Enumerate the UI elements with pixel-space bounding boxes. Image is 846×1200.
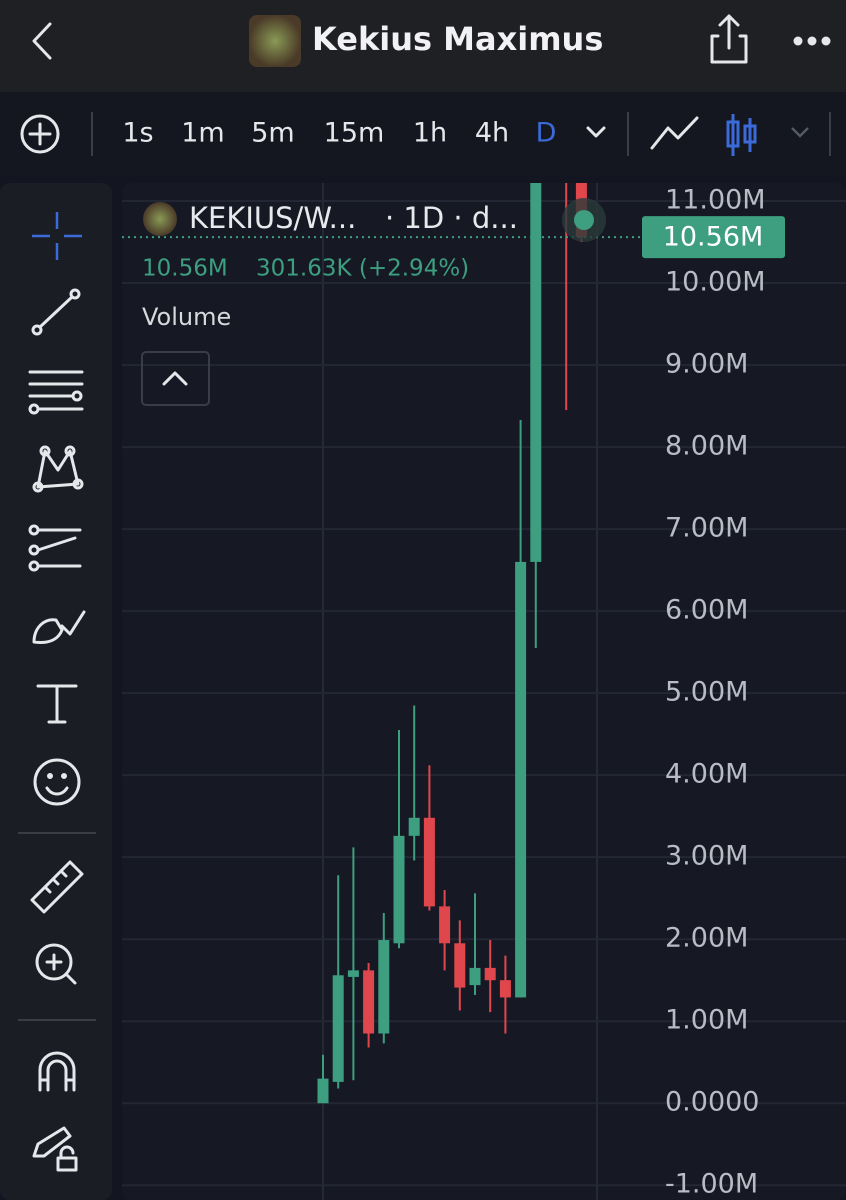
interval-button[interactable]: 4h (475, 118, 509, 149)
interval-button[interactable]: 1m (181, 118, 224, 149)
zoom-tool[interactable] (35, 943, 77, 985)
candle-body (332, 975, 344, 1082)
toolbar (0, 92, 846, 175)
chart-pane (122, 183, 846, 1200)
candle-body (408, 817, 420, 836)
text-tool[interactable] (36, 684, 78, 724)
y-tick-label: 6.00M (665, 595, 748, 626)
candles (317, 183, 587, 1104)
candle-body (393, 835, 405, 944)
candle-body (530, 183, 542, 562)
last-price: 10.56M (142, 256, 228, 282)
interval-button[interactable]: 15m (324, 118, 385, 149)
candle-body (469, 967, 481, 986)
y-tick-label: -1.00M (665, 1169, 758, 1200)
magnet-tool[interactable] (38, 1051, 76, 1092)
y-tick-label: 2.00M (665, 923, 748, 954)
share-button[interactable] (710, 14, 748, 64)
interval-dropdown[interactable] (586, 126, 606, 138)
price-tag-label: 10.56M (663, 222, 764, 253)
top-bar (0, 0, 846, 92)
interval-button[interactable]: 1h (413, 118, 447, 149)
token-avatar (249, 15, 301, 67)
candle-body (484, 967, 496, 981)
prediction-tool[interactable] (28, 524, 82, 572)
candle-body (378, 940, 390, 1034)
candle-body (423, 817, 435, 907)
add-button[interactable] (20, 114, 60, 154)
overlay: 10.56M (122, 198, 785, 259)
y-tick-label: 8.00M (665, 431, 748, 462)
brush-tool[interactable] (32, 610, 86, 644)
indicator-name: Volume (142, 303, 231, 331)
trend-line-tool[interactable] (31, 288, 81, 336)
candle-body (317, 1078, 329, 1104)
symbol-name: KEKIUS/W... (189, 201, 356, 235)
y-tick-label: 0.0000 (665, 1087, 759, 1118)
y-tick-label: 1.00M (665, 1005, 748, 1036)
y-tick-label: 3.00M (665, 841, 748, 872)
candle-body (347, 970, 359, 977)
y-tick-label: 9.00M (665, 349, 748, 380)
page-title: Kekius Maximus (312, 20, 603, 58)
interval-button[interactable]: 5m (251, 118, 294, 149)
candle-body (363, 970, 375, 1034)
price-change: 301.63K (+2.94%) (256, 256, 469, 282)
live-dot (574, 210, 594, 230)
y-tick-label: 10.00M (665, 267, 766, 298)
price-tag (642, 216, 785, 259)
y-tick-label: 7.00M (665, 513, 748, 544)
fib-tool[interactable] (28, 370, 84, 415)
y-tick-label: 4.00M (665, 759, 748, 790)
line-chart-button[interactable] (650, 116, 699, 150)
more-button[interactable] (793, 36, 831, 46)
back-button[interactable] (32, 22, 52, 60)
emoji-tool[interactable] (33, 758, 81, 806)
chart-type-dropdown[interactable] (791, 127, 809, 138)
candle-body (499, 980, 511, 998)
crosshair-tool[interactable] (32, 212, 82, 260)
y-tick-label: 5.00M (665, 677, 748, 708)
grid: -1.00M 0.0000 1.00M 2.00M 3.00M 4.00M 5.00M 6.0… (122, 185, 846, 1200)
symbol-avatar (143, 202, 177, 236)
interval-group: 1s 1m 5m 15m 1h 4h D (122, 118, 556, 149)
candle-body (454, 943, 466, 988)
interval-info: · 1D · d... (385, 201, 518, 235)
candle-chart-button[interactable] (726, 114, 757, 156)
interval-button[interactable]: D (536, 118, 557, 149)
y-tick-label: 11.00M (665, 185, 766, 216)
interval-button[interactable]: 1s (122, 118, 153, 149)
collapse-button[interactable] (141, 351, 210, 406)
candle-body (515, 561, 527, 998)
candle-body (439, 906, 451, 944)
ruler-tool[interactable] (30, 860, 84, 914)
pattern-tool[interactable] (32, 445, 84, 493)
lock-drawings-tool[interactable] (32, 1126, 78, 1172)
